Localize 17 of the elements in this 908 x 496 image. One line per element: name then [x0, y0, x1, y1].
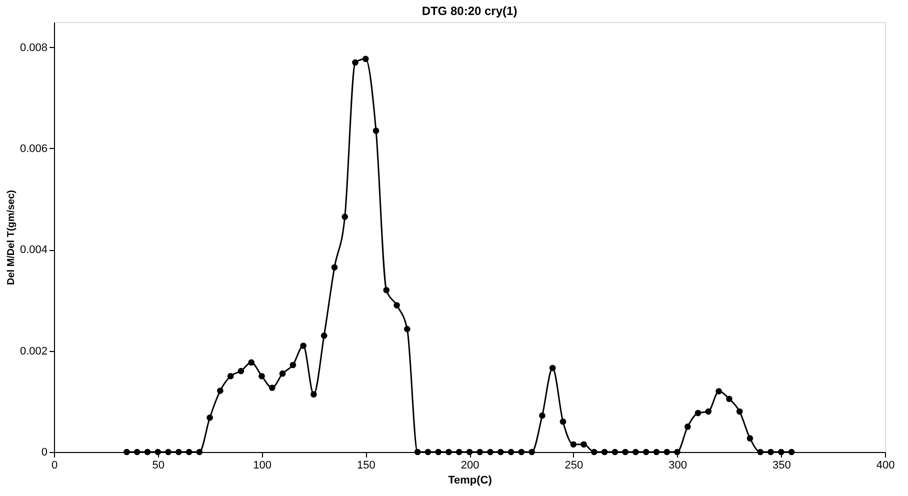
y-tick-label: 0.004: [20, 244, 48, 256]
x-tick-label: 250: [564, 460, 584, 472]
y-axis-title: Del M/Del T(gm/sec): [6, 190, 17, 286]
x-tick-label: 150: [356, 460, 376, 472]
y-tick-label: 0.006: [20, 142, 48, 155]
x-tick-label: 100: [253, 460, 272, 472]
x-axis-title: Temp(C): [448, 474, 492, 486]
x-tick-label: 0: [51, 460, 58, 472]
x-tick-label: 400: [876, 460, 895, 472]
y-tick-label: 0.002: [20, 345, 48, 358]
x-tick-label: 300: [668, 460, 687, 472]
y-tick-label: 0.008: [20, 42, 48, 54]
chart-title: DTG 80:20 cry(1): [422, 4, 518, 18]
x-tick-label: 350: [772, 460, 791, 472]
y-tick-label: 0: [41, 446, 48, 458]
x-tick-label: 50: [152, 460, 164, 472]
x-tick-label: 200: [460, 460, 480, 472]
